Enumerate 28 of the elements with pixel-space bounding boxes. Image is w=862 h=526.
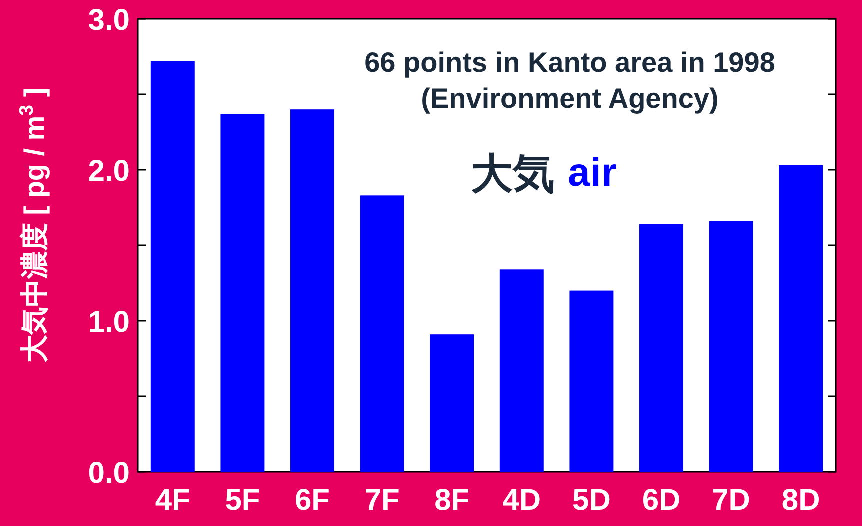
bar: [640, 224, 684, 472]
x-tick-label: 8F: [434, 484, 470, 517]
bar: [360, 196, 404, 472]
bar: [150, 61, 195, 472]
x-tick-label: 6D: [642, 484, 681, 517]
x-tick-label: 4D: [502, 484, 542, 517]
bar: [500, 270, 544, 472]
x-tick-label: 5D: [572, 484, 611, 517]
y-tick-label: 0.0: [88, 457, 130, 490]
x-tick-label: 8D: [782, 484, 820, 517]
x-tick-label: 6F: [294, 484, 330, 517]
bar: [570, 290, 614, 472]
y-tick-label: 1.0: [88, 306, 130, 339]
y-tick-label: 3.0: [88, 4, 130, 37]
bar: [779, 165, 824, 472]
annotation: 66 points in Kanto area in 1998: [364, 47, 776, 78]
bar: [709, 221, 754, 472]
annotation: air: [568, 151, 617, 195]
bar: [430, 334, 474, 472]
x-tick-label: 5F: [225, 484, 260, 517]
x-tick-label: 7F: [364, 484, 400, 517]
annotation: 大気: [471, 150, 555, 197]
bar: [220, 114, 265, 472]
annotation: (Environment Agency): [421, 83, 719, 114]
bar: [290, 110, 334, 472]
x-tick-label: 7D: [712, 484, 750, 517]
x-tick-label: 4F: [155, 484, 190, 517]
y-tick-label: 2.0: [88, 155, 130, 188]
